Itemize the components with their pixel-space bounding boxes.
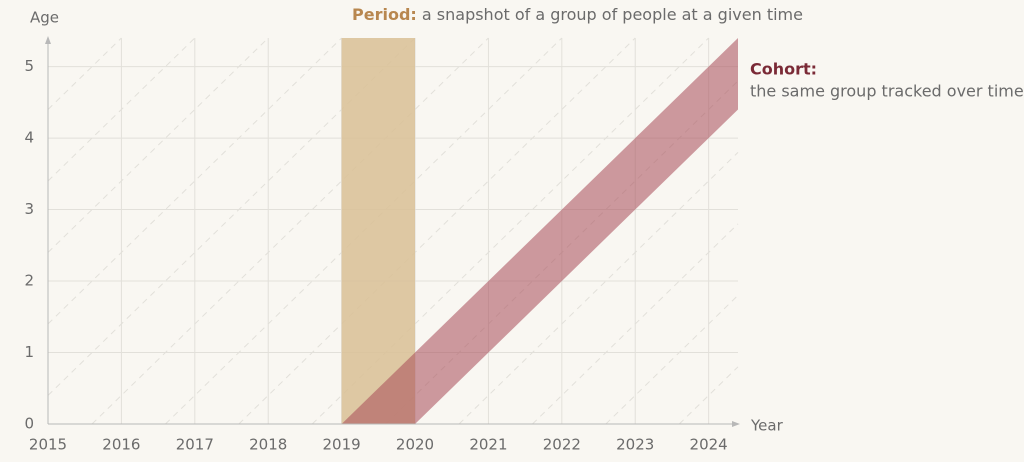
y-tick-label: 0 — [24, 415, 34, 433]
x-tick-label: 2016 — [102, 436, 140, 454]
x-tick-label: 2017 — [176, 436, 214, 454]
period-text: a snapshot of a group of people at a giv… — [422, 5, 803, 24]
cohort-label: Cohort: — [750, 60, 817, 79]
x-tick-label: 2021 — [469, 436, 507, 454]
lifeline — [605, 294, 739, 425]
y-tick-label: 3 — [24, 200, 34, 218]
y-tick-label: 2 — [24, 272, 34, 290]
lifeline — [458, 152, 739, 425]
lifeline — [91, 37, 489, 425]
lifeline — [678, 366, 739, 425]
x-axis-label: Year — [750, 417, 784, 435]
period-label: Period: — [352, 5, 417, 24]
lifeline — [47, 37, 416, 396]
x-tick-label: 2023 — [616, 436, 654, 454]
y-tick-label: 4 — [24, 129, 34, 147]
x-tick-label: 2022 — [543, 436, 581, 454]
x-tick-label: 2020 — [396, 436, 434, 454]
x-axis-arrow — [732, 421, 740, 427]
lifeline — [238, 37, 636, 425]
x-tick-label: 2024 — [690, 436, 728, 454]
period-annotation: Period: a snapshot of a group of people … — [352, 5, 803, 24]
lifeline — [47, 37, 269, 253]
cohort-band — [341, 38, 738, 424]
period-band — [341, 38, 416, 424]
y-axis-label: Age — [30, 9, 59, 27]
y-axis-arrow — [45, 36, 51, 44]
x-tick-label: 2018 — [249, 436, 287, 454]
cohort-text: the same group tracked over time — [750, 82, 1024, 101]
lifeline — [47, 37, 342, 325]
x-tick-label: 2019 — [323, 436, 361, 454]
y-tick-label: 1 — [24, 343, 34, 361]
x-tick-label: 2015 — [29, 436, 67, 454]
y-tick-label: 5 — [24, 57, 34, 75]
lifeline — [47, 37, 122, 110]
